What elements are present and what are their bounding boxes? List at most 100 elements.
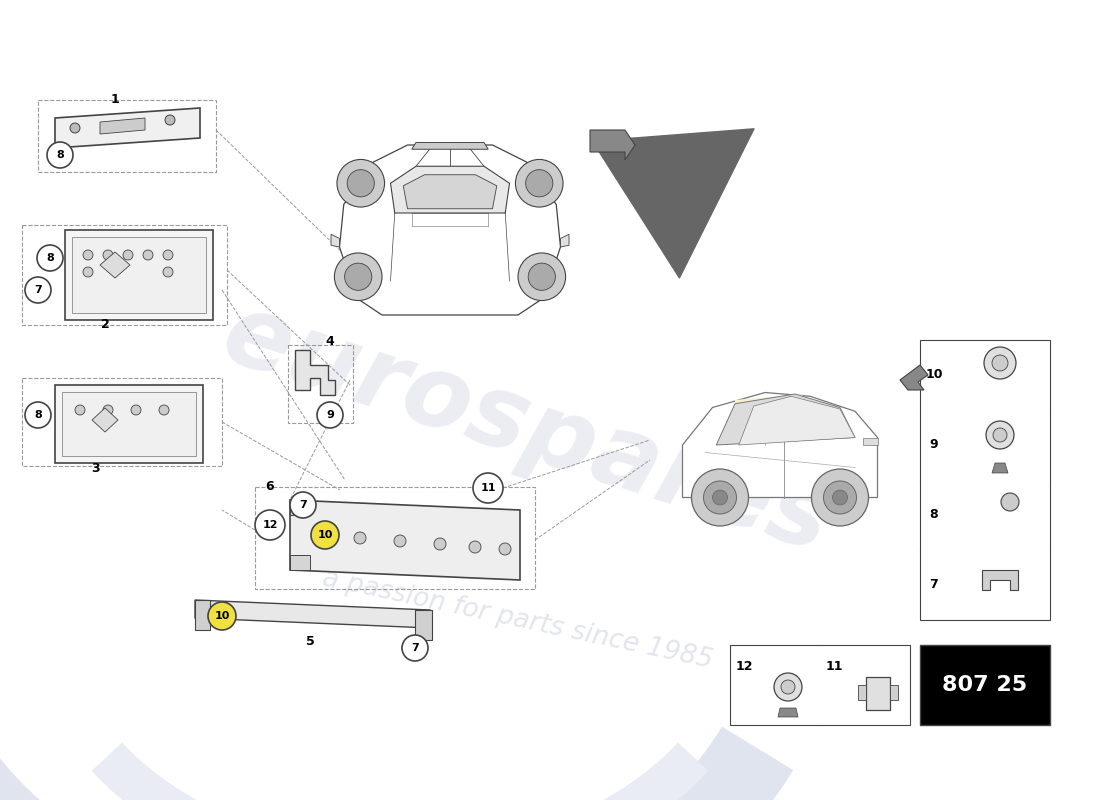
Text: 7: 7 [930, 578, 938, 591]
Text: 10: 10 [925, 369, 943, 382]
Text: 8: 8 [56, 150, 64, 160]
Text: 8: 8 [34, 410, 42, 420]
Text: 807 25: 807 25 [943, 675, 1027, 695]
Circle shape [337, 159, 385, 207]
Circle shape [993, 428, 1007, 442]
Circle shape [473, 473, 503, 503]
Polygon shape [590, 130, 635, 160]
Polygon shape [100, 118, 145, 134]
Circle shape [354, 532, 366, 544]
Circle shape [518, 253, 565, 301]
Polygon shape [415, 610, 432, 640]
Polygon shape [992, 463, 1008, 473]
Circle shape [528, 263, 556, 290]
Bar [72, 237, 206, 313]
Polygon shape [411, 142, 488, 150]
Circle shape [992, 355, 1008, 371]
Circle shape [499, 543, 512, 555]
Circle shape [1001, 493, 1019, 511]
Text: 9: 9 [326, 410, 334, 420]
Circle shape [781, 680, 795, 694]
Polygon shape [682, 393, 878, 498]
Bar [22, 225, 227, 325]
Circle shape [833, 490, 847, 505]
Text: 12: 12 [735, 661, 752, 674]
Circle shape [123, 250, 133, 260]
Text: eurospares: eurospares [210, 286, 842, 574]
Circle shape [394, 535, 406, 547]
Text: 11: 11 [825, 661, 843, 674]
Polygon shape [290, 500, 520, 580]
Text: 2: 2 [100, 318, 109, 331]
Circle shape [526, 170, 553, 197]
Circle shape [165, 115, 175, 125]
Polygon shape [295, 350, 336, 395]
Polygon shape [739, 396, 855, 445]
Circle shape [986, 421, 1014, 449]
Polygon shape [195, 600, 430, 628]
Text: 10: 10 [317, 530, 332, 540]
Circle shape [160, 405, 169, 415]
Polygon shape [982, 570, 1018, 590]
Polygon shape [290, 500, 310, 515]
Polygon shape [900, 365, 928, 390]
Circle shape [692, 469, 748, 526]
Text: 6: 6 [266, 480, 274, 493]
Circle shape [469, 541, 481, 553]
Circle shape [334, 253, 382, 301]
Text: 1: 1 [111, 93, 120, 106]
Circle shape [25, 402, 51, 428]
Text: 12: 12 [262, 520, 277, 530]
Polygon shape [340, 145, 561, 315]
Text: 7: 7 [299, 500, 307, 510]
Circle shape [344, 263, 372, 290]
Text: 8: 8 [930, 509, 938, 522]
Circle shape [163, 267, 173, 277]
Text: 9: 9 [930, 438, 938, 451]
Bar [55, 385, 204, 463]
Circle shape [163, 250, 173, 260]
Polygon shape [561, 234, 569, 247]
Bar [39, 100, 216, 172]
Circle shape [314, 529, 326, 541]
Polygon shape [92, 408, 118, 432]
Polygon shape [890, 685, 898, 700]
Circle shape [774, 673, 802, 701]
Circle shape [75, 405, 85, 415]
Text: 7: 7 [411, 643, 419, 653]
Text: a passion for parts since 1985: a passion for parts since 1985 [320, 566, 715, 674]
Polygon shape [866, 677, 890, 710]
Polygon shape [778, 708, 798, 717]
Polygon shape [195, 600, 210, 630]
Text: 5: 5 [306, 635, 315, 648]
Circle shape [516, 159, 563, 207]
Circle shape [70, 123, 80, 133]
Polygon shape [862, 438, 878, 445]
Text: 4: 4 [326, 335, 334, 348]
Bar [288, 345, 353, 423]
Bar [255, 487, 535, 589]
Polygon shape [100, 252, 130, 278]
Circle shape [25, 277, 51, 303]
Text: 7: 7 [34, 285, 42, 295]
Circle shape [103, 250, 113, 260]
Circle shape [704, 481, 737, 514]
Bar [22, 378, 222, 466]
Circle shape [984, 347, 1016, 379]
Polygon shape [55, 108, 200, 148]
Circle shape [82, 250, 94, 260]
Circle shape [143, 250, 153, 260]
Circle shape [37, 245, 63, 271]
Text: 3: 3 [90, 462, 99, 475]
Polygon shape [331, 234, 340, 247]
Text: 10: 10 [214, 611, 230, 621]
Circle shape [713, 490, 727, 505]
Polygon shape [390, 166, 509, 213]
Polygon shape [404, 174, 497, 209]
Circle shape [824, 481, 857, 514]
Circle shape [82, 267, 94, 277]
Text: 8: 8 [46, 253, 54, 263]
Circle shape [434, 538, 446, 550]
Text: 11: 11 [481, 483, 496, 493]
Polygon shape [716, 394, 855, 445]
